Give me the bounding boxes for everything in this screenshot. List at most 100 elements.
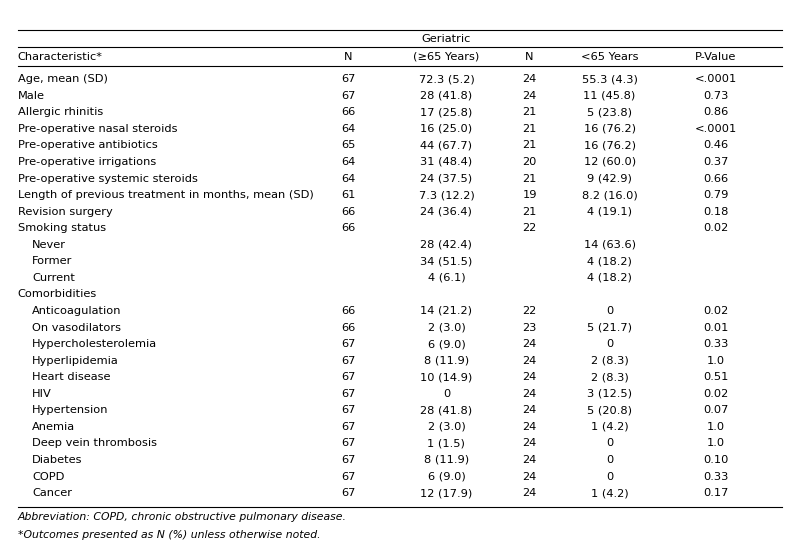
Text: 66: 66 [341, 322, 355, 332]
Text: 12 (17.9): 12 (17.9) [420, 488, 473, 498]
Text: 24: 24 [522, 422, 537, 432]
Text: Hyperlipidemia: Hyperlipidemia [32, 356, 118, 366]
Text: 67: 67 [341, 488, 355, 498]
Text: 2 (3.0): 2 (3.0) [427, 322, 466, 332]
Text: 66: 66 [341, 306, 355, 316]
Text: 0.02: 0.02 [703, 389, 729, 399]
Text: 14 (21.2): 14 (21.2) [421, 306, 472, 316]
Text: 14 (63.6): 14 (63.6) [584, 240, 636, 250]
Text: 24: 24 [522, 389, 537, 399]
Text: 23: 23 [522, 322, 537, 332]
Text: 22: 22 [522, 306, 537, 316]
Text: 1 (4.2): 1 (4.2) [590, 422, 629, 432]
Text: Diabetes: Diabetes [32, 455, 82, 465]
Text: 0.51: 0.51 [703, 372, 729, 382]
Text: 0.07: 0.07 [703, 406, 729, 416]
Text: 10 (14.9): 10 (14.9) [420, 372, 473, 382]
Text: 31 (48.4): 31 (48.4) [420, 157, 473, 167]
Text: 67: 67 [341, 356, 355, 366]
Text: 5 (23.8): 5 (23.8) [587, 107, 632, 117]
Text: 1 (4.2): 1 (4.2) [590, 488, 629, 498]
Text: 24: 24 [522, 438, 537, 448]
Text: 5 (21.7): 5 (21.7) [587, 322, 632, 332]
Text: 67: 67 [341, 339, 355, 349]
Text: 67: 67 [341, 422, 355, 432]
Text: Smoking status: Smoking status [18, 223, 106, 233]
Text: 0.02: 0.02 [703, 306, 729, 316]
Text: Current: Current [32, 273, 75, 283]
Text: 0.18: 0.18 [703, 207, 729, 217]
Text: 2 (3.0): 2 (3.0) [427, 422, 466, 432]
Text: Hypercholesterolemia: Hypercholesterolemia [32, 339, 157, 349]
Text: 21: 21 [522, 140, 537, 151]
Text: Length of previous treatment in months, mean (SD): Length of previous treatment in months, … [18, 190, 314, 200]
Text: 28 (41.8): 28 (41.8) [420, 91, 473, 101]
Text: 0: 0 [442, 389, 450, 399]
Text: 24: 24 [522, 372, 537, 382]
Text: 67: 67 [341, 406, 355, 416]
Text: <.0001: <.0001 [695, 124, 737, 134]
Text: 0.01: 0.01 [703, 322, 729, 332]
Text: 22: 22 [522, 223, 537, 233]
Text: 24: 24 [522, 91, 537, 101]
Text: 72.3 (5.2): 72.3 (5.2) [418, 74, 474, 84]
Text: Pre-operative systemic steroids: Pre-operative systemic steroids [18, 173, 198, 183]
Text: 3 (12.5): 3 (12.5) [587, 389, 632, 399]
Text: 55.3 (4.3): 55.3 (4.3) [582, 74, 638, 84]
Text: 0.66: 0.66 [703, 173, 729, 183]
Text: 17 (25.8): 17 (25.8) [420, 107, 473, 117]
Text: 0: 0 [606, 471, 614, 481]
Text: 7.3 (12.2): 7.3 (12.2) [418, 190, 474, 200]
Text: HIV: HIV [32, 389, 52, 399]
Text: 21: 21 [522, 207, 537, 217]
Text: 1.0: 1.0 [707, 356, 725, 366]
Text: 28 (42.4): 28 (42.4) [421, 240, 472, 250]
Text: 11 (45.8): 11 (45.8) [583, 91, 636, 101]
Text: <.0001: <.0001 [695, 74, 737, 84]
Text: 64: 64 [341, 124, 355, 134]
Text: 0: 0 [606, 438, 614, 448]
Text: 21: 21 [522, 107, 537, 117]
Text: 24 (36.4): 24 (36.4) [421, 207, 472, 217]
Text: On vasodilators: On vasodilators [32, 322, 121, 332]
Text: 67: 67 [341, 438, 355, 448]
Text: 24: 24 [522, 488, 537, 498]
Text: 20: 20 [522, 157, 537, 167]
Text: 6 (9.0): 6 (9.0) [427, 471, 466, 481]
Text: 9 (42.9): 9 (42.9) [587, 173, 632, 183]
Text: 0: 0 [606, 306, 614, 316]
Text: 24: 24 [522, 406, 537, 416]
Text: 21: 21 [522, 173, 537, 183]
Text: 8 (11.9): 8 (11.9) [424, 455, 469, 465]
Text: 67: 67 [341, 455, 355, 465]
Text: 1 (1.5): 1 (1.5) [427, 438, 466, 448]
Text: 16 (76.2): 16 (76.2) [584, 124, 636, 134]
Text: Deep vein thrombosis: Deep vein thrombosis [32, 438, 157, 448]
Text: Hypertension: Hypertension [32, 406, 109, 416]
Text: 24 (37.5): 24 (37.5) [420, 173, 473, 183]
Text: 8.2 (16.0): 8.2 (16.0) [582, 190, 638, 200]
Text: COPD: COPD [32, 471, 64, 481]
Text: Former: Former [32, 257, 72, 266]
Text: N: N [344, 52, 352, 62]
Text: 67: 67 [341, 372, 355, 382]
Text: 0: 0 [606, 339, 614, 349]
Text: 0.46: 0.46 [703, 140, 729, 151]
Text: N: N [526, 52, 534, 62]
Text: 4 (19.1): 4 (19.1) [587, 207, 632, 217]
Text: Abbreviation: COPD, chronic obstructive pulmonary disease.: Abbreviation: COPD, chronic obstructive … [18, 512, 346, 522]
Text: 12 (60.0): 12 (60.0) [583, 157, 636, 167]
Text: 67: 67 [341, 91, 355, 101]
Text: Pre-operative antibiotics: Pre-operative antibiotics [18, 140, 158, 151]
Text: 24: 24 [522, 74, 537, 84]
Text: Anemia: Anemia [32, 422, 75, 432]
Text: 0.33: 0.33 [703, 339, 729, 349]
Text: 34 (51.5): 34 (51.5) [420, 257, 473, 266]
Text: 28 (41.8): 28 (41.8) [420, 406, 473, 416]
Text: 4 (18.2): 4 (18.2) [587, 257, 632, 266]
Text: 16 (25.0): 16 (25.0) [420, 124, 473, 134]
Text: 66: 66 [341, 107, 355, 117]
Text: 0: 0 [606, 455, 614, 465]
Text: Age, mean (SD): Age, mean (SD) [18, 74, 107, 84]
Text: Revision surgery: Revision surgery [18, 207, 112, 217]
